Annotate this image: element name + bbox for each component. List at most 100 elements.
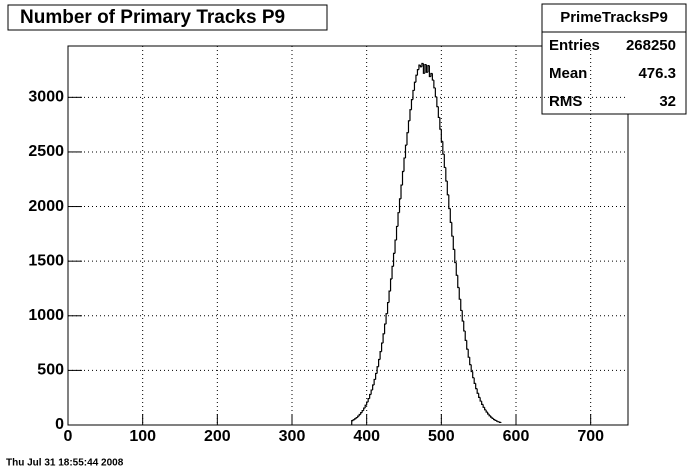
histogram-bin	[364, 404, 367, 409]
histogram-bin	[419, 65, 422, 68]
histogram-bin	[461, 310, 464, 322]
chart-title: Number of Primary Tracks P9	[20, 7, 285, 28]
histogram-bin	[475, 383, 478, 390]
stat-label: Mean	[549, 65, 587, 82]
x-tick-label: 0	[64, 428, 73, 445]
histogram-bin	[375, 372, 378, 380]
histogram-bin	[445, 167, 448, 182]
histogram-bin	[448, 194, 451, 210]
histogram-bin	[357, 415, 360, 418]
histogram-bin	[422, 63, 425, 74]
histogram-bin	[458, 287, 461, 300]
histogram-bin	[434, 87, 437, 98]
histogram-bin	[351, 420, 354, 425]
histogram-bin	[437, 106, 440, 119]
histogram-bin	[383, 323, 387, 334]
histogram-bin	[400, 184, 403, 199]
histogram-bin	[451, 222, 454, 237]
histogram-bin	[494, 419, 497, 422]
histogram-bin	[446, 180, 449, 196]
stats-frame	[541, 3, 687, 115]
histogram-bin	[369, 393, 372, 399]
histogram-bin	[491, 417, 494, 420]
histogram-bin	[379, 351, 382, 360]
histogram-bin	[352, 419, 355, 421]
histogram-bin	[436, 96, 439, 108]
histogram-bin	[439, 117, 442, 130]
histogram-bin	[376, 366, 379, 374]
histogram-bin	[392, 252, 396, 267]
histogram-bin	[440, 129, 443, 142]
histogram-bin	[409, 109, 412, 121]
y-tick-label: 500	[37, 362, 64, 379]
histogram-bin	[493, 418, 496, 421]
histogram-bin	[394, 239, 397, 254]
histogram-bin	[372, 384, 375, 391]
histogram-bin	[484, 407, 487, 411]
histogram-bin	[358, 413, 361, 417]
histogram-bin	[413, 81, 416, 91]
x-tick-label: 300	[279, 428, 306, 445]
histogram-bin	[497, 421, 500, 423]
histogram-bin	[482, 404, 485, 408]
histogram-bin	[473, 377, 476, 384]
histogram-bin	[449, 208, 452, 223]
histogram-bin	[355, 416, 358, 419]
histogram-bin	[481, 401, 484, 405]
histogram-bin	[401, 170, 404, 186]
stat-value: 476.3	[638, 65, 676, 82]
histogram-bin	[476, 388, 479, 394]
histogram-bin	[457, 275, 460, 289]
histogram-bin	[367, 397, 370, 403]
histogram-bin	[485, 409, 488, 413]
histogram-bin	[427, 65, 430, 73]
histogram-bin	[360, 412, 363, 415]
histogram-bin	[418, 64, 421, 70]
histogram-bin	[431, 73, 434, 81]
x-tick-label: 600	[503, 428, 530, 445]
histogram-bin	[389, 278, 393, 292]
histogram-bin	[470, 364, 473, 373]
histogram-bin	[488, 413, 491, 417]
y-tick-label: 0	[55, 416, 64, 433]
timestamp: Thu Jul 31 18:55:44 2008	[6, 458, 124, 469]
histogram-bin	[464, 330, 467, 341]
histogram-bin	[495, 420, 499, 422]
x-tick-label: 200	[204, 428, 231, 445]
x-tick-label: 400	[353, 428, 380, 445]
histogram-bin	[452, 236, 455, 250]
histogram-bin	[469, 357, 472, 366]
histogram-bin	[366, 401, 369, 406]
histogram-bin	[361, 409, 364, 413]
histogram-bin	[385, 313, 388, 325]
histogram-bin	[388, 290, 391, 303]
histogram-bin	[478, 393, 481, 398]
histogram-bin	[472, 371, 475, 379]
x-tick-label: 700	[577, 428, 604, 445]
histogram-bin	[363, 407, 366, 411]
histogram-bin	[424, 63, 427, 74]
y-tick-label: 1000	[28, 307, 64, 324]
y-tick-label: 3000	[28, 89, 64, 106]
histogram-bin	[404, 144, 407, 159]
histogram-bin	[410, 99, 413, 110]
histogram-bin	[381, 342, 384, 352]
histogram-bin	[397, 212, 400, 227]
histogram-bin	[460, 299, 463, 312]
title-box	[7, 4, 328, 31]
x-tick-label: 500	[428, 428, 455, 445]
histogram-bin	[455, 262, 458, 276]
histogram-bin	[403, 157, 406, 172]
histogram-bin	[407, 120, 410, 133]
stat-label: RMS	[549, 93, 582, 110]
histogram-bin	[395, 225, 399, 241]
histogram-bin	[498, 421, 502, 423]
stat-value: 268250	[626, 37, 676, 54]
histogram-bin	[406, 132, 409, 146]
histogram-bin	[378, 358, 381, 367]
stats-name: PrimeTracksP9	[560, 9, 668, 26]
histogram-bin	[443, 154, 446, 169]
histogram-bin	[354, 418, 357, 420]
histogram-bin	[463, 321, 466, 332]
